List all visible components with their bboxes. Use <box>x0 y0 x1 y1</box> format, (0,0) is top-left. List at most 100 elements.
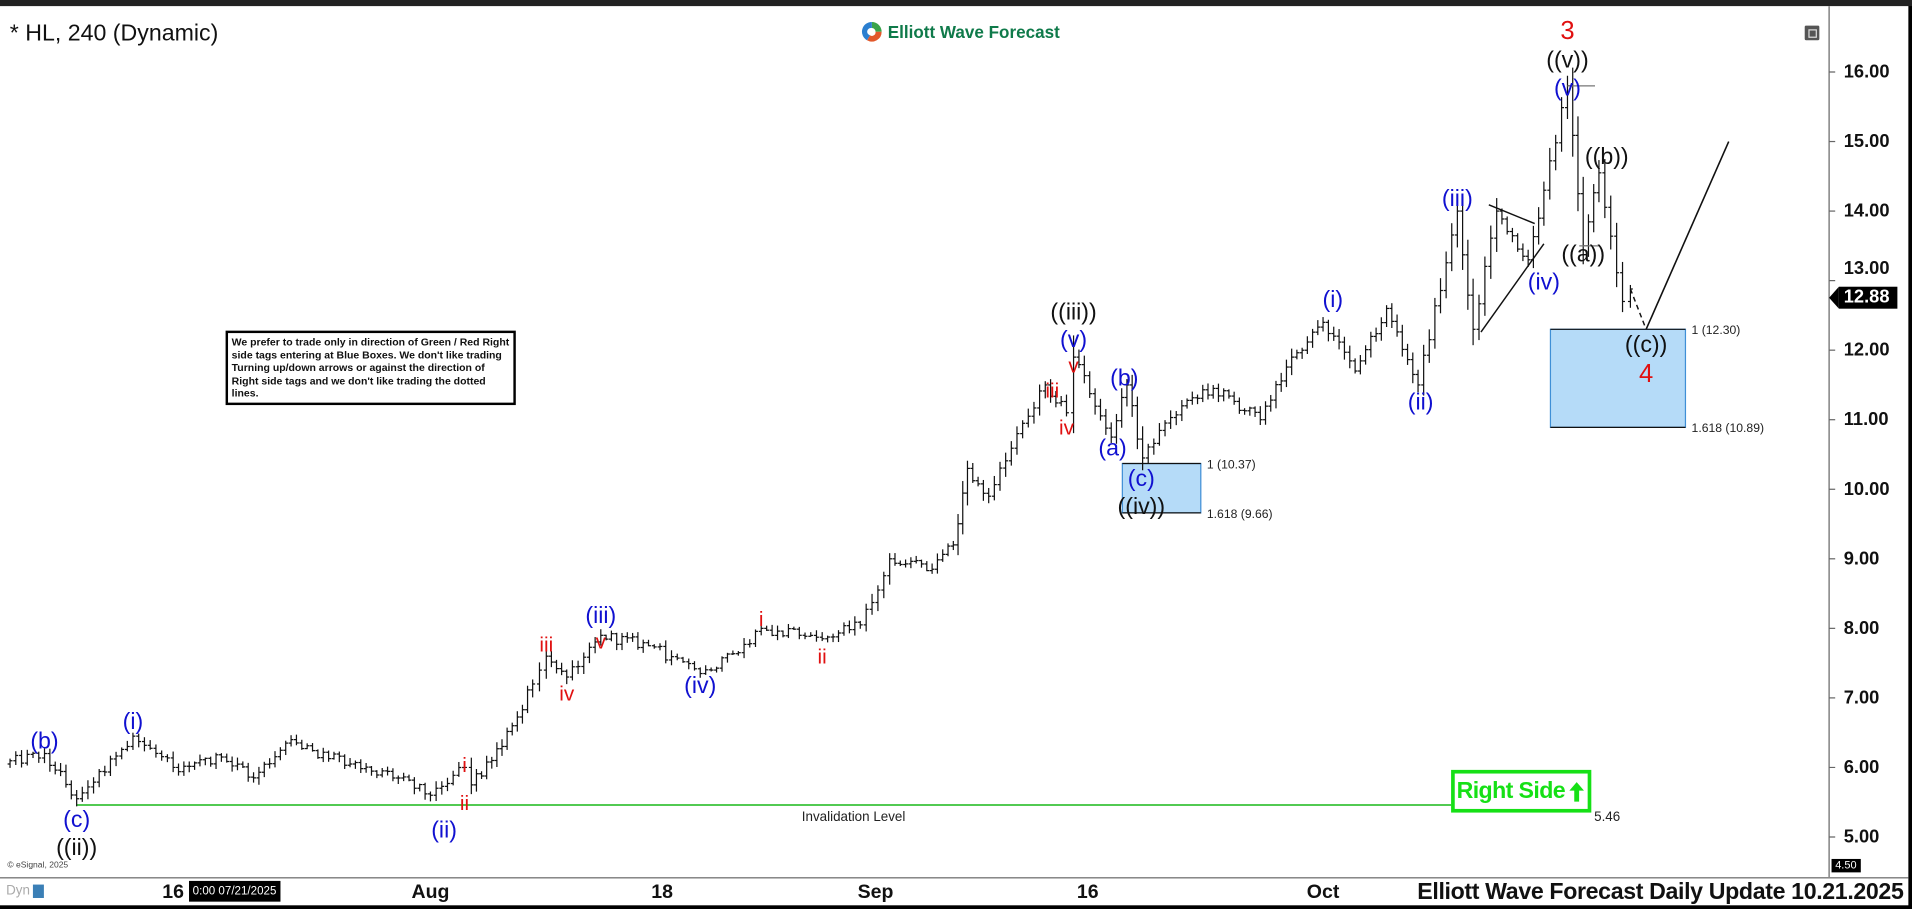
price-bar <box>1236 397 1242 414</box>
price-bar <box>554 659 559 674</box>
price-bar <box>310 743 315 752</box>
blue-box <box>1549 328 1687 428</box>
price-bar <box>1520 243 1526 262</box>
price-bar <box>785 623 791 639</box>
price-bar <box>1037 384 1043 416</box>
price-bar <box>1189 391 1195 405</box>
price-bar <box>1460 196 1466 270</box>
wave-label: iii <box>1045 380 1059 403</box>
price-bar <box>347 758 353 768</box>
price-bar <box>277 747 283 761</box>
price-bar <box>336 751 342 763</box>
elliott-wave-logo: Elliott Wave Forecast <box>861 21 1060 43</box>
price-bar <box>997 461 1003 491</box>
price-bar <box>1205 383 1211 400</box>
projection-dashed-line <box>1629 288 1647 330</box>
wave-label: ((b)) <box>1585 143 1629 169</box>
price-bar <box>385 766 391 776</box>
price-bar <box>331 751 337 760</box>
price-bar <box>1145 443 1151 464</box>
price-bar <box>439 781 445 795</box>
price-bar <box>1221 388 1227 402</box>
price-bar <box>130 732 136 750</box>
chart-plot-area[interactable]: Invalidation Level 5.46 1 (10.37) 1.618 (9.… <box>0 6 1909 878</box>
dyn-indicator[interactable]: Dyn <box>6 883 44 898</box>
price-bar <box>1415 369 1421 393</box>
price-bar <box>960 481 966 535</box>
arrow-up-icon <box>1569 781 1585 801</box>
price-bar <box>52 761 58 775</box>
price-bar <box>235 757 240 771</box>
price-bar <box>1325 319 1331 342</box>
price-bar <box>624 632 630 643</box>
price-bar <box>1488 225 1494 279</box>
price-bar <box>1591 184 1597 233</box>
price-bar <box>294 734 299 746</box>
price-bar <box>680 656 686 663</box>
price-bar <box>1304 336 1310 355</box>
price-bar <box>1162 420 1168 437</box>
invalidation-price-label: 5.46 <box>1594 809 1620 824</box>
price-bar <box>808 632 814 637</box>
price-bar <box>19 750 24 768</box>
price-bar <box>7 758 13 768</box>
price-bar <box>940 549 946 562</box>
time-axis[interactable]: Dyn 16 Aug 18 Sep 16 Oct 0:00 07/21/2025 Elli… <box>0 877 1909 906</box>
price-bar <box>1020 420 1026 439</box>
price-bar <box>395 775 401 785</box>
wave-label: v <box>596 631 607 654</box>
price-bar <box>1092 388 1098 415</box>
price-bar <box>1410 352 1416 384</box>
price-bar <box>1098 398 1103 421</box>
price-bar <box>514 711 520 732</box>
price-bar <box>640 639 646 653</box>
wave-label: (a) <box>1098 435 1126 461</box>
wave-label: iii <box>539 634 553 657</box>
lock-icon[interactable] <box>32 883 44 898</box>
price-bar <box>358 759 364 774</box>
price-bar <box>315 749 321 759</box>
price-bar <box>991 475 997 501</box>
price-bar <box>764 625 770 631</box>
price-bar <box>525 685 530 714</box>
price-tick-label: 8.00 <box>1843 617 1880 639</box>
price-chart[interactable]: Invalidation Level 5.46 1 (10.37) 1.618 (9.… <box>0 6 1908 878</box>
price-bar <box>875 585 881 612</box>
wave-label: ((a)) <box>1561 241 1605 267</box>
price-bar <box>1394 314 1400 337</box>
time-tick-label: 18 <box>651 882 673 903</box>
price-bar <box>758 624 764 636</box>
price-bar <box>411 777 417 795</box>
price-bar <box>390 768 396 782</box>
box-top-label: 1 (10.37) <box>1207 457 1256 471</box>
price-bar <box>892 553 898 566</box>
price-bar <box>159 750 165 761</box>
triangle-trendline <box>1488 204 1535 225</box>
wave-label: (v) <box>1554 74 1581 100</box>
price-bar <box>791 626 797 630</box>
price-bar <box>657 643 663 651</box>
price-bar <box>91 777 96 794</box>
price-bar <box>1627 284 1633 308</box>
triangle-trendline <box>1480 243 1545 333</box>
price-bar <box>747 639 753 648</box>
price-bar <box>186 761 192 773</box>
price-bar <box>825 635 831 643</box>
price-bar <box>224 753 230 763</box>
crosshair-date-tooltip: 0:00 07/21/2025 <box>189 880 281 902</box>
price-tick-label: 16.00 <box>1843 61 1890 83</box>
price-bar <box>1541 181 1547 226</box>
wave-label: ((v)) <box>1546 47 1588 73</box>
price-tick-label: 7.00 <box>1843 687 1880 709</box>
price-bar <box>272 751 278 768</box>
price-bar <box>1294 349 1300 360</box>
price-bar <box>1399 324 1405 357</box>
price-bar <box>1465 239 1471 310</box>
wave-label: ((ii)) <box>56 834 97 860</box>
price-bar <box>1247 406 1253 416</box>
price-bar <box>543 651 549 679</box>
logo-swirl-icon <box>861 21 882 42</box>
price-bar <box>369 766 374 776</box>
wave-label: (iv) <box>684 672 716 698</box>
restore-window-icon[interactable] <box>1804 25 1820 41</box>
